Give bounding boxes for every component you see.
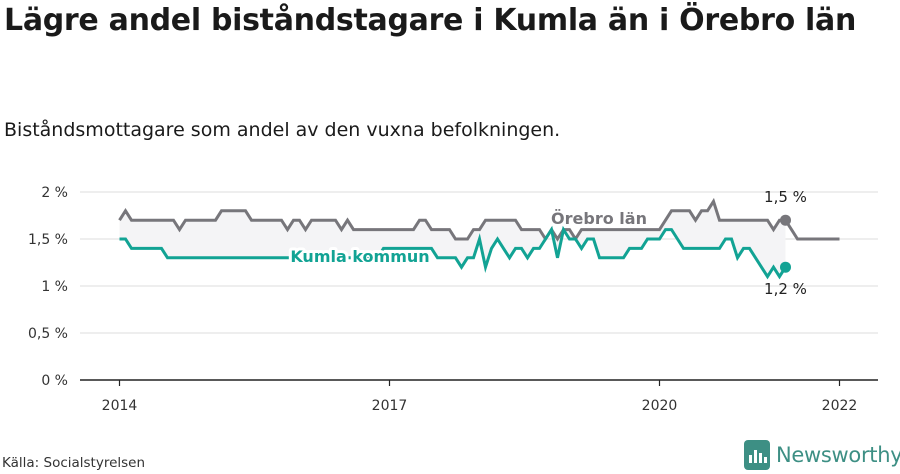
line-chart: Örebro län Kumla kommun 1,5 % 1,2 % 0 % 0,5 …	[28, 185, 878, 414]
x-tick-label: 2022	[822, 398, 858, 414]
source-note: Källa: Socialstyrelsen	[2, 455, 146, 471]
y-tick-label: 2 %	[41, 185, 68, 201]
end-label-kumla-kommun: 1,2 %	[764, 280, 807, 298]
series-lines	[118, 197, 840, 280]
end-label-orebro-lan: 1,5 %	[764, 188, 807, 206]
x-tick-label: 2017	[372, 398, 408, 414]
newsworthy-logo-icon	[744, 440, 770, 470]
y-tick-label: 1,5 %	[28, 232, 68, 248]
x-tick-label: 2020	[642, 398, 678, 414]
axes: 0 % 0,5 % 1 % 1,5 % 2 % 2014 2017 2020 2022	[28, 185, 878, 414]
brand-name: Newsworthy	[776, 443, 900, 467]
chart-subtitle: Biståndsmottagare som andel av den vuxna…	[4, 119, 561, 141]
chart-title: Lägre andel biståndstagare i Kumla än i …	[4, 3, 857, 38]
series-line-kumla-kommun	[119, 225, 787, 280]
x-tick-label: 2014	[102, 398, 138, 414]
series-label-kumla-kommun: Kumla kommun	[290, 247, 429, 266]
newsworthy-logo: Newsworthy	[744, 440, 900, 470]
y-tick-label: 0 %	[41, 373, 68, 389]
series-label-orebro-lan: Örebro län	[551, 209, 647, 228]
series-labels: Örebro län Kumla kommun 1,5 % 1,2 %	[287, 188, 807, 298]
series-line-orebro-lan	[118, 197, 840, 242]
y-tick-label: 1 %	[41, 279, 68, 295]
end-point-kumla-kommun	[780, 261, 791, 273]
y-tick-label: 0,5 %	[28, 326, 68, 342]
end-point-orebro-lan	[780, 214, 791, 226]
